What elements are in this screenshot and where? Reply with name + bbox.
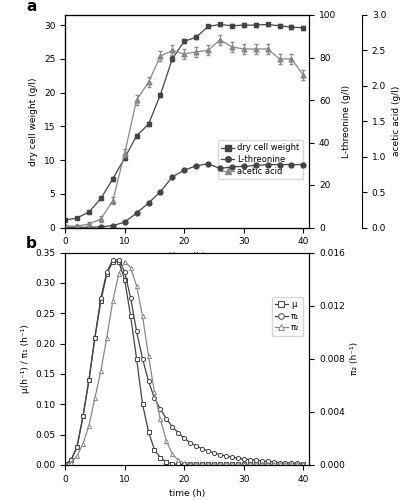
Y-axis label: μ(h⁻¹) / π₁ (h⁻¹): μ(h⁻¹) / π₁ (h⁻¹) xyxy=(21,324,30,393)
Legend: dry cell weight, L-threonine, acetic acid: dry cell weight, L-threonine, acetic aci… xyxy=(218,140,303,179)
Y-axis label: dry cell weight (g/l): dry cell weight (g/l) xyxy=(29,77,38,166)
Legend: μ, π₁, π₂: μ, π₁, π₂ xyxy=(272,297,303,336)
Y-axis label: π₂ (h⁻¹): π₂ (h⁻¹) xyxy=(350,342,359,376)
Text: b: b xyxy=(26,236,37,251)
Text: a: a xyxy=(26,0,36,14)
X-axis label: time (h): time (h) xyxy=(169,490,206,498)
Y-axis label: acetic acid (g/l): acetic acid (g/l) xyxy=(392,86,401,156)
X-axis label: time (h): time (h) xyxy=(169,252,206,261)
Y-axis label: L-threonine (g/l): L-threonine (g/l) xyxy=(342,84,351,158)
